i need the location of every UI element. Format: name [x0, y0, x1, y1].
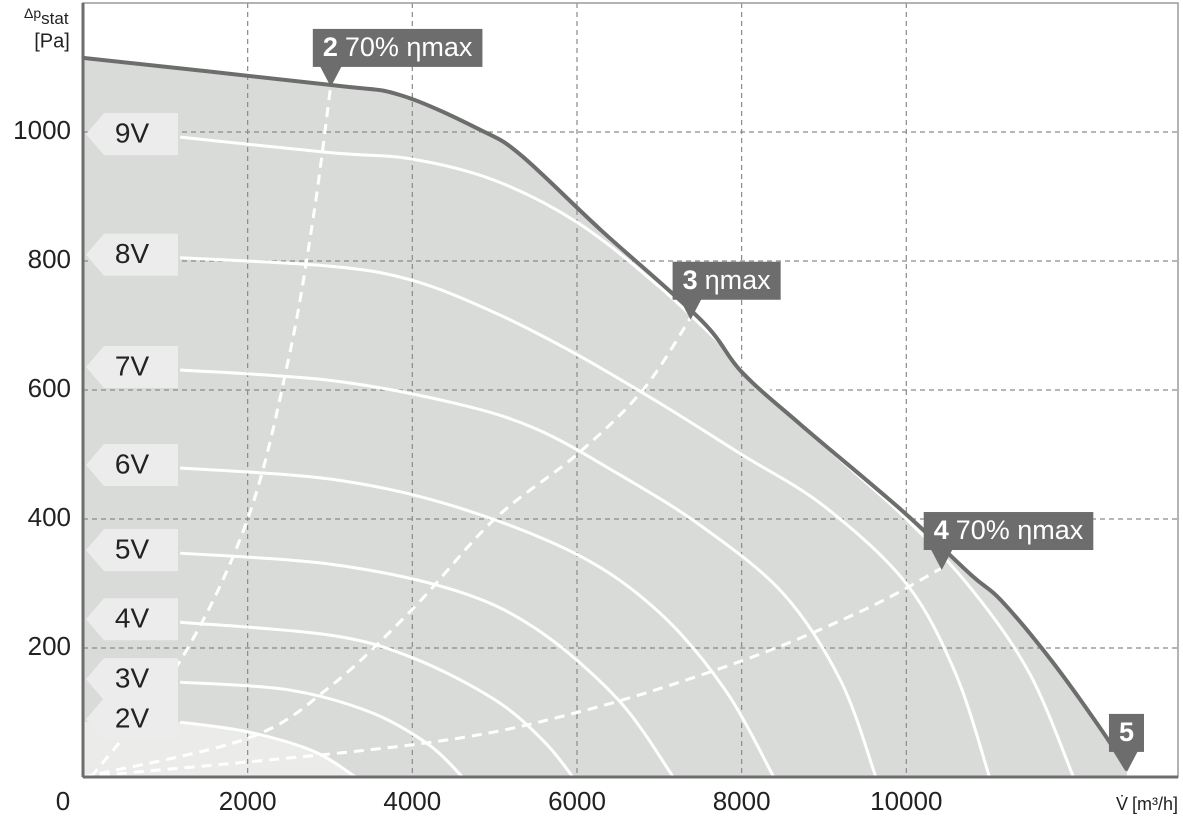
callout-text: 70% ηmax: [956, 515, 1084, 545]
operating-area: [83, 57, 1127, 777]
callout-label: 4 70% ηmax: [934, 515, 1084, 545]
callout-label: 5: [1119, 717, 1134, 747]
y-tick-label: 200: [28, 631, 71, 661]
callout: 3 ηmax: [672, 261, 781, 320]
x-tick-label: 0: [56, 786, 70, 816]
voltage-label: 3V: [115, 663, 150, 694]
voltage-label: 8V: [115, 238, 150, 269]
voltage-tag: [86, 113, 178, 156]
callout-box: [312, 28, 483, 67]
voltage-curve: [180, 551, 675, 778]
y-axis-subscript: stat: [41, 9, 69, 28]
x-tick-label: 4000: [383, 786, 441, 816]
voltage-curve: [180, 368, 878, 778]
y-axis-title: Δpstat: [24, 5, 69, 29]
voltage-label: 4V: [115, 603, 150, 634]
y-axis-unit: [Pa]: [34, 30, 70, 52]
voltage-curve: [179, 135, 1075, 778]
callout-number: 3: [683, 265, 698, 295]
callout-number: 4: [934, 515, 949, 545]
x-axis-title: V̇ [m³/h]: [1116, 794, 1178, 814]
x-tick-label: 10000: [870, 786, 942, 816]
voltage-tag: [86, 529, 178, 572]
x-axis-symbol: V̇: [1116, 794, 1128, 814]
callout-box: [923, 512, 1094, 551]
voltage-tag: [86, 233, 178, 276]
callout: 2 70% ηmax: [312, 28, 483, 87]
callout-pointer: [930, 549, 953, 571]
voltage-tag: [86, 444, 178, 487]
voltage-tag: [86, 658, 178, 701]
voltage-label: 2V: [115, 703, 150, 734]
callout-text: 70% ηmax: [345, 32, 473, 62]
x-tick-label: 6000: [548, 786, 606, 816]
callout-box: [672, 261, 781, 300]
voltage-label: 6V: [115, 448, 150, 479]
max-curve: [82, 55, 1129, 771]
callout-pointer: [1115, 750, 1138, 772]
y-tick-label: 1000: [13, 115, 71, 145]
voltage-curve: [180, 680, 464, 779]
y-tick-label: 400: [28, 502, 71, 532]
efficiency-line: [82, 566, 943, 779]
voltage-curve: [180, 466, 776, 778]
y-tick-label: 600: [28, 373, 71, 403]
x-axis-unit: [m³/h]: [1132, 794, 1178, 814]
callout-pointer: [679, 298, 702, 320]
voltage-label: 5V: [115, 534, 150, 565]
x-tick-label: 8000: [713, 786, 771, 816]
callout: 5: [1108, 713, 1144, 772]
voltage-tag: [86, 598, 178, 641]
voltage-tag: [86, 698, 178, 741]
voltage-tag: [86, 346, 178, 389]
x-tick-label: 2000: [219, 786, 277, 816]
callout-number: 5: [1119, 717, 1134, 747]
callout-box: [1108, 713, 1144, 752]
voltage-curve: [180, 620, 575, 778]
voltage-curve: [179, 720, 357, 779]
callout-pointer: [319, 65, 342, 87]
voltage-label: 9V: [115, 118, 150, 149]
callout-number: 2: [323, 32, 338, 62]
y-axis-symbol: Δp: [24, 5, 41, 21]
callout-label: 2 70% ηmax: [323, 32, 473, 62]
voltage-label: 7V: [115, 350, 150, 381]
callout-label: 3 ηmax: [683, 265, 772, 295]
voltage-curve: [180, 256, 991, 778]
y-tick-label: 800: [28, 244, 71, 274]
callout: 4 70% ηmax: [923, 512, 1094, 571]
callout-text: ηmax: [705, 265, 772, 295]
